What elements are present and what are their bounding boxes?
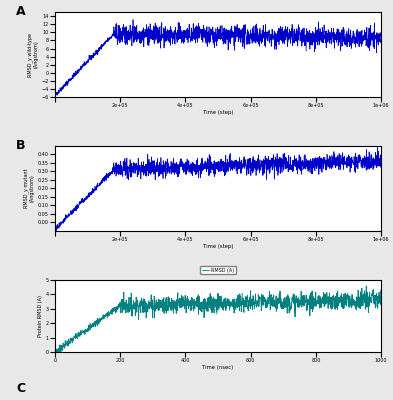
RMSD (A) — [364, 284, 369, 289]
RMSD (A) — [204, 306, 209, 310]
RMSD (A) — [379, 298, 384, 303]
Text: A: A — [16, 5, 26, 18]
Line: RMSD (A): RMSD (A) — [55, 286, 381, 354]
X-axis label: Time (step): Time (step) — [203, 244, 233, 249]
Y-axis label: RMSD_y mutant
(Angstrom): RMSD_y mutant (Angstrom) — [24, 169, 35, 208]
Legend: RMSD (A): RMSD (A) — [200, 266, 236, 274]
RMSD (A) — [92, 324, 96, 329]
X-axis label: Time (nsec): Time (nsec) — [202, 365, 234, 370]
RMSD (A) — [239, 298, 243, 303]
RMSD (A) — [54, 352, 59, 356]
RMSD (A) — [53, 347, 57, 352]
RMSD (A) — [191, 308, 196, 313]
Text: B: B — [16, 139, 26, 152]
X-axis label: Time (step): Time (step) — [203, 110, 233, 115]
RMSD (A) — [78, 332, 83, 337]
Y-axis label: RMSD_y wild-type
(Angstrom): RMSD_y wild-type (Angstrom) — [27, 33, 39, 77]
Y-axis label: Protein RMSD (A): Protein RMSD (A) — [38, 295, 43, 337]
Text: C: C — [16, 382, 25, 396]
RMSD (A) — [198, 305, 203, 310]
